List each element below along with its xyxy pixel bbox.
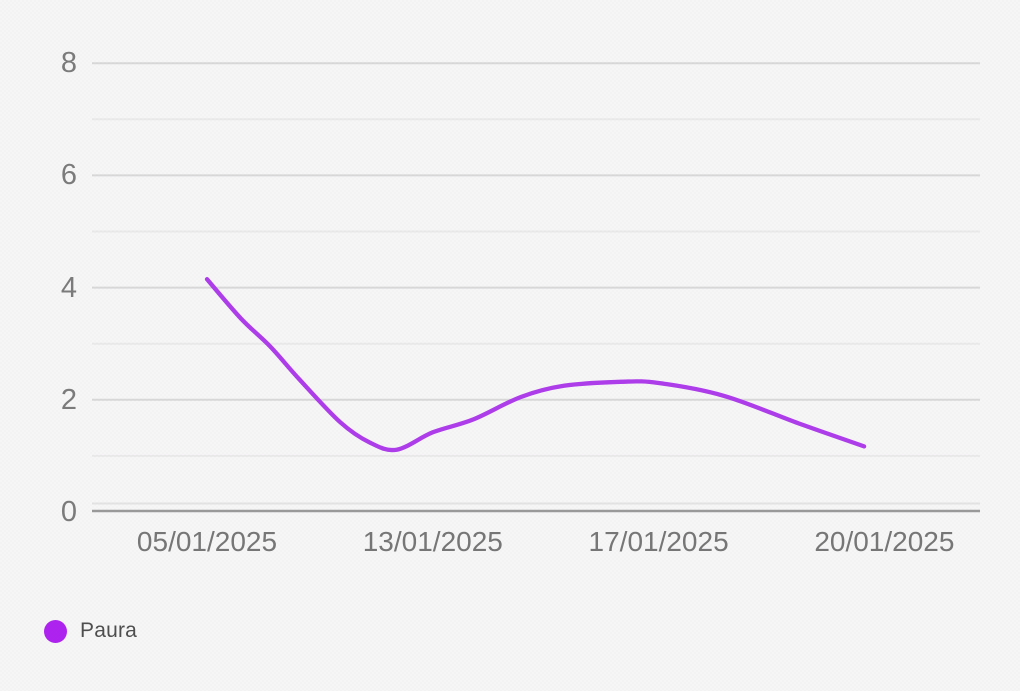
y-tick-label-2: 2 bbox=[60, 383, 77, 416]
y-tick-label-0: 0 bbox=[60, 496, 77, 528]
y-tick-label-4: 4 bbox=[60, 271, 77, 304]
legend-item-paura[interactable]: Paura bbox=[44, 619, 137, 643]
y-tick-label-6: 6 bbox=[60, 159, 77, 192]
x-tick-label-0: 05/01/2025 bbox=[136, 526, 278, 557]
chart-legend: Paura bbox=[44, 618, 137, 644]
y-tick-label-8: 8 bbox=[60, 47, 77, 80]
x-tick-label-1: 13/01/2025 bbox=[362, 526, 503, 557]
x-tick-label-3: 20/01/2025 bbox=[814, 526, 955, 557]
legend-swatch-icon bbox=[44, 619, 67, 643]
series-line-paura bbox=[204, 277, 867, 453]
x-tick-label-2: 17/01/2025 bbox=[588, 526, 729, 557]
legend-label: Paura bbox=[80, 619, 138, 642]
